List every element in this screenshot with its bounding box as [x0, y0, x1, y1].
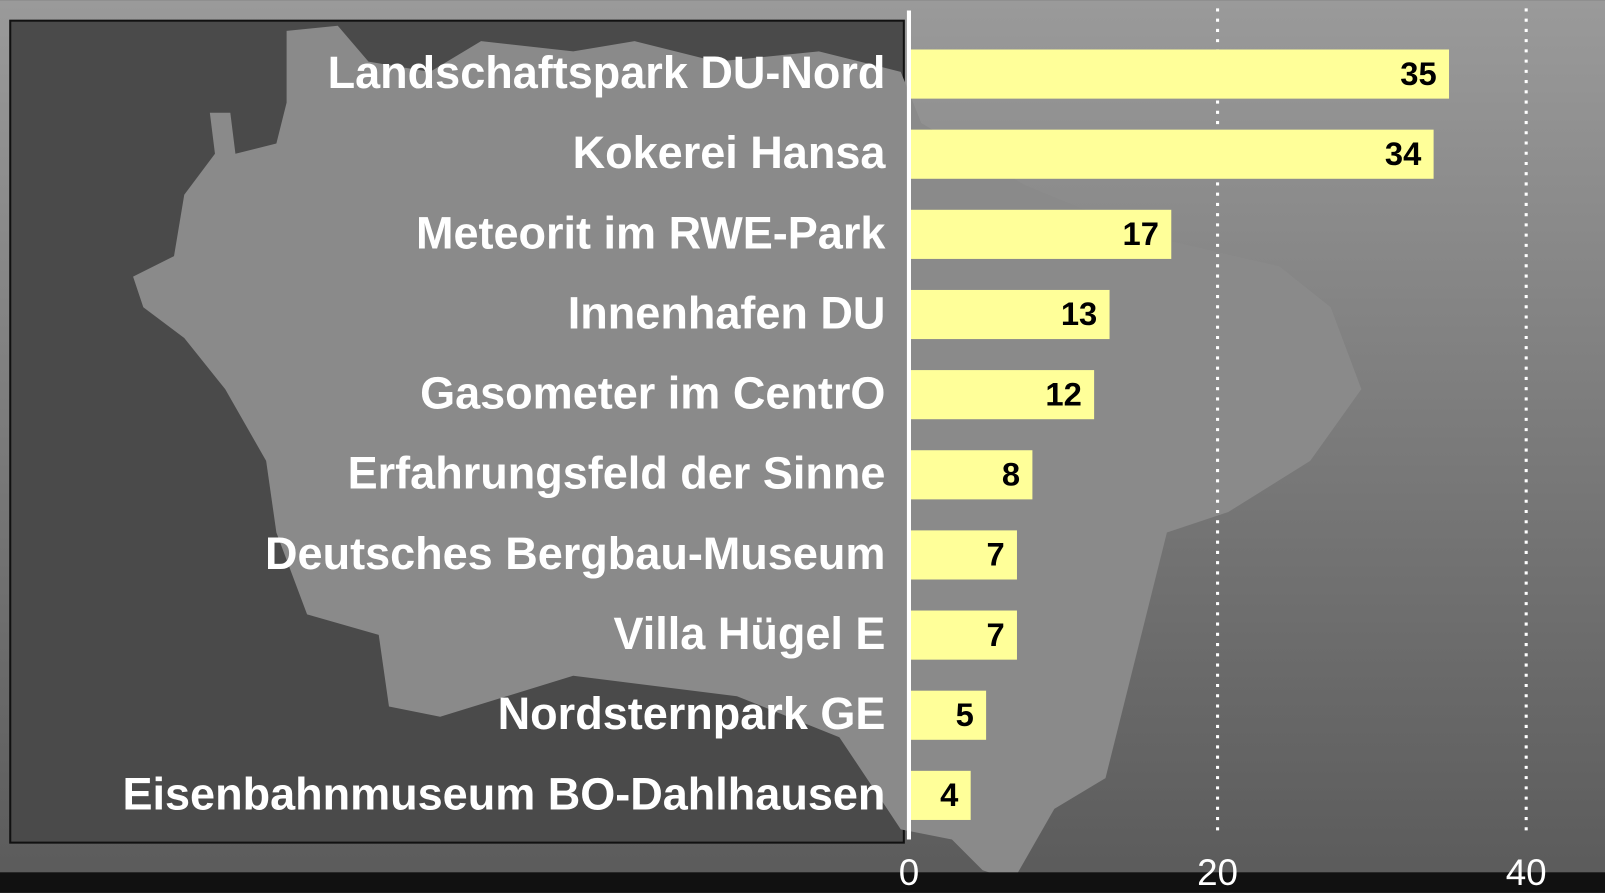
bottom-strip [0, 872, 1605, 893]
category-label: Deutsches Bergbau-Museum [265, 528, 885, 579]
bar [908, 450, 1033, 500]
bar [908, 209, 1172, 259]
category-label: Gasometer im CentrO [420, 368, 885, 419]
value-label: 7 [986, 536, 1004, 573]
category-label: Kokerei Hansa [573, 127, 887, 178]
bar [908, 370, 1095, 420]
value-label: 12 [1045, 375, 1081, 412]
category-label: Erfahrungsfeld der Sinne [348, 448, 886, 499]
value-label: 4 [940, 776, 959, 813]
category-label: Villa Hügel E [614, 608, 886, 659]
x-tick-label: 40 [1506, 852, 1547, 893]
value-label: 17 [1123, 215, 1159, 252]
value-label: 34 [1385, 135, 1422, 172]
bar [908, 129, 1434, 179]
value-label: 13 [1061, 295, 1097, 332]
x-tick-label: 0 [899, 852, 919, 893]
bar [908, 770, 971, 820]
bar [908, 690, 987, 740]
category-label: Innenhafen DU [568, 287, 886, 338]
value-label: 8 [1002, 456, 1020, 493]
category-label: Nordsternpark GE [498, 688, 886, 739]
category-label: Eisenbahnmuseum BO-Dahlhausen [122, 768, 885, 819]
x-tick-label: 20 [1197, 852, 1238, 893]
value-label: 7 [986, 616, 1004, 653]
value-label: 35 [1400, 55, 1436, 92]
category-label: Landschaftspark DU-Nord [328, 47, 886, 98]
bar [908, 530, 1017, 580]
category-label: Meteorit im RWE-Park [416, 207, 886, 258]
bar [908, 49, 1450, 99]
bar [908, 610, 1017, 660]
bar [908, 289, 1110, 340]
value-label: 5 [956, 696, 974, 733]
